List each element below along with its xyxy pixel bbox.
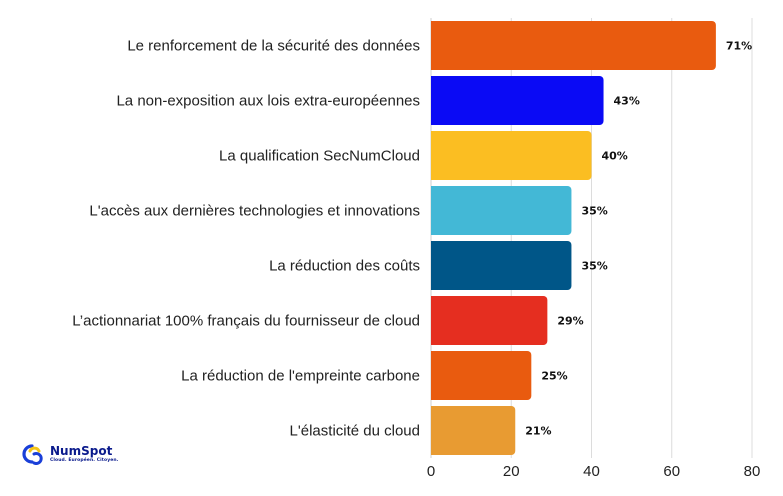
x-tick-label: 60	[663, 463, 680, 480]
x-tick-label: 0	[427, 463, 435, 480]
bar-left-edge	[431, 21, 437, 70]
data-label: 25%	[541, 370, 567, 383]
category-label: L’actionnariat 100% français du fourniss…	[72, 313, 420, 330]
bar-left-edge	[431, 76, 437, 125]
bar-left-edge	[431, 406, 437, 455]
data-label: 35%	[581, 205, 607, 218]
bar	[431, 241, 572, 290]
bars	[431, 21, 716, 455]
data-label: 43%	[614, 95, 640, 108]
bar-left-edge	[431, 131, 437, 180]
bar	[431, 296, 548, 345]
category-label: La réduction des coûts	[269, 258, 420, 275]
x-tick-label: 40	[583, 463, 600, 480]
bar-left-edge	[431, 241, 437, 290]
logo-name: NumSpot	[50, 443, 113, 458]
logo-tagline: Cloud. Européen. Citoyen.	[50, 457, 119, 463]
bar	[431, 21, 716, 70]
data-label: 21%	[525, 425, 551, 438]
data-label: 71%	[726, 40, 752, 53]
category-label: L'élasticité du cloud	[290, 423, 420, 440]
data-label: 35%	[581, 260, 607, 273]
category-label: La qualification SecNumCloud	[219, 148, 420, 165]
bar-left-edge	[431, 186, 437, 235]
labels: 0 20 40 60 80 Le renforcement de la sécurité …	[72, 38, 760, 481]
data-label: 29%	[557, 315, 583, 328]
bar	[431, 406, 516, 455]
category-label: L'accès aux dernières technologies et in…	[89, 203, 420, 220]
numspot-logo: NumSpot Cloud. Européen. Citoyen.	[20, 443, 119, 465]
bar-left-edge	[431, 351, 437, 400]
bar	[431, 186, 572, 235]
category-label: La non-exposition aux lois extra-europée…	[116, 93, 420, 110]
bar-left-edge	[431, 296, 437, 345]
category-label: La réduction de l'empreinte carbone	[181, 368, 420, 385]
bar	[431, 131, 592, 180]
x-tick-label: 20	[503, 463, 520, 480]
bar	[431, 76, 604, 125]
category-label: Le renforcement de la sécurité des donné…	[127, 38, 420, 55]
x-tick-label: 80	[744, 463, 761, 480]
data-label: 40%	[602, 150, 628, 163]
numspot-logo-icon	[22, 444, 43, 465]
bar	[431, 351, 532, 400]
